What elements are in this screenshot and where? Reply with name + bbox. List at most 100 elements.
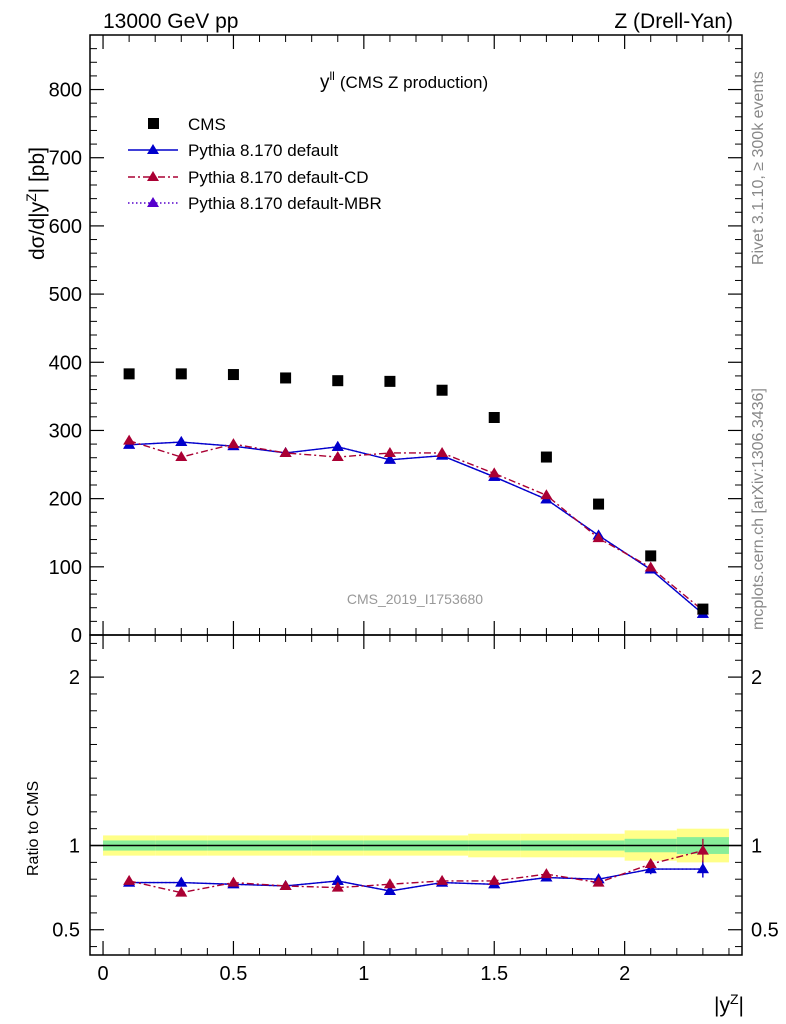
ratio-bands: [90, 828, 742, 863]
main-y-tick-label: 500: [49, 284, 82, 306]
x-tick-label: 2: [619, 963, 630, 985]
main-series-1-line: [129, 441, 704, 615]
x-axis-label: |yZ|: [714, 991, 744, 1017]
main-series-2-line: [128, 440, 704, 611]
cms-data-point: [488, 412, 500, 423]
y-axis-label-end: | [pb]: [26, 147, 49, 193]
cms-data-point: [697, 603, 709, 615]
plot-title-main: y: [320, 72, 330, 93]
main-panel: 0 100 200 300 400 500 600 700 800: [49, 34, 743, 647]
main-y-tick-label: 200: [49, 489, 82, 511]
cms-data-point: [540, 451, 552, 463]
main-y-tick-label: 700: [49, 148, 82, 170]
ratio-data-layer: [123, 838, 709, 897]
legend-label-default: Pythia 8.170 default: [188, 141, 339, 160]
cms-data-point: [332, 375, 344, 387]
ratio-series-0-marker: [696, 863, 709, 874]
cms-data-point: [593, 498, 605, 510]
legend-label-mbr: Pythia 8.170 default-MBR: [188, 194, 382, 213]
y-axis-label-sup: Z: [23, 193, 39, 202]
rivet-label: Rivet 3.1.10, ≥ 300k events: [750, 71, 767, 265]
ratio-series-1-marker: [540, 868, 553, 879]
ratio-y-tick-label-left: 2: [69, 667, 80, 689]
main-series-2-marker: [488, 467, 501, 478]
ratio-series-0-marker: [175, 876, 188, 887]
ratio-y-tick-label-left: 1: [69, 836, 80, 858]
x-tick-label: 0: [97, 963, 108, 985]
main-series-1-marker: [175, 436, 188, 447]
x-tick-label: 1: [358, 963, 369, 985]
main-y-tick-label: 100: [49, 557, 82, 579]
main-series-2-marker: [592, 532, 605, 543]
main-series-2-marker: [123, 434, 136, 445]
ratio-y-tick-label-right: 0.5: [751, 920, 779, 942]
ratio-series-1-marker: [644, 858, 657, 869]
ratio-axis-ticks: 0 0.5 1 1.5 2 0.5 0.5 1 1 2 2: [52, 635, 779, 985]
ratio-series-1-marker: [592, 876, 605, 887]
main-series-3-line: [129, 441, 704, 615]
ratio-series-0-marker: [331, 874, 344, 885]
legend-label-cd: Pythia 8.170 default-CD: [188, 168, 369, 187]
y-axis-label-main: dσ/d|y: [26, 201, 49, 260]
ratio-series-1-line: [128, 849, 704, 894]
ratio-series-0-line: [129, 868, 703, 892]
main-y-tick-label: 600: [49, 216, 82, 238]
main-y-tick-label: 800: [49, 80, 82, 102]
ratio-series-1-marker: [123, 874, 136, 885]
ratio-series-0-marker: [383, 885, 396, 895]
ratio-series-1-marker: [175, 886, 188, 897]
main-series-2-marker: [175, 451, 188, 462]
header-left: 13000 GeV pp: [103, 10, 238, 33]
x-axis-label-main: |y: [714, 994, 730, 1017]
ratio-series-1-marker: [227, 876, 240, 887]
main-axis-ticks: 0 100 200 300 400 500 600 700 800: [49, 34, 742, 647]
legend-marker-mbr: [147, 197, 159, 207]
ratio-series-1-marker: [696, 844, 709, 855]
ratio-axis-label: Ratio to CMS: [25, 781, 42, 876]
main-y-tick-label: 300: [49, 420, 82, 442]
legend: CMS Pythia 8.170 default Pythia 8.170 de…: [128, 115, 382, 213]
ratio-y-tick-label-left: 0.5: [52, 920, 80, 942]
ratio-series-2-line: [129, 868, 703, 892]
analysis-watermark: CMS_2019_I1753680: [347, 591, 483, 607]
main-y-tick-label: 0: [71, 625, 82, 647]
main-data-layer: [123, 368, 709, 618]
main-y-tick-label: 400: [49, 352, 82, 374]
ratio-frame: [89, 634, 743, 956]
legend-marker-cms: [148, 118, 159, 129]
cms-data-point: [175, 368, 187, 380]
main-series-2-marker: [227, 438, 240, 449]
ratio-series-1-marker: [488, 874, 501, 885]
cms-data-point: [645, 550, 657, 562]
main-series-1-marker: [383, 453, 396, 464]
x-tick-label: 1.5: [480, 963, 508, 985]
ratio-series-1-marker: [331, 881, 344, 892]
main-series-2-marker: [383, 446, 396, 457]
x-axis-label-sup: Z: [730, 991, 739, 1007]
ratio-y-tick-label-right: 1: [751, 836, 762, 858]
ratio-series-1-marker: [279, 879, 292, 890]
main-series-2-marker: [436, 446, 449, 457]
legend-label-cms: CMS: [188, 115, 226, 134]
cms-data-point: [123, 368, 135, 380]
ratio-series-1-marker: [436, 874, 449, 885]
ratio-series-1-marker: [383, 878, 396, 889]
plot-title-rest: (CMS Z production): [340, 73, 488, 92]
main-series-2-marker: [279, 446, 292, 457]
cms-data-point: [280, 372, 292, 384]
main-series-2-marker: [644, 561, 657, 572]
x-axis-label-end: |: [739, 994, 744, 1017]
main-series-2-marker: [540, 489, 553, 500]
main-series-1-marker: [331, 440, 344, 451]
cms-data-point: [384, 375, 396, 387]
plot-title: yll (CMS Z production): [320, 69, 488, 93]
header-right: Z (Drell-Yan): [614, 10, 733, 33]
legend-marker-cd: [147, 171, 159, 181]
x-tick-label: 0.5: [220, 963, 248, 985]
ratio-panel: 0 0.5 1 1.5 2 0.5 0.5 1 1 2 2: [52, 634, 779, 985]
cms-data-point: [436, 384, 448, 396]
plot-title-sup: ll: [330, 69, 335, 83]
mcplots-label: mcplots.cern.ch [arXiv:1306.3436]: [750, 388, 767, 630]
ratio-y-tick-label-right: 2: [751, 667, 762, 689]
